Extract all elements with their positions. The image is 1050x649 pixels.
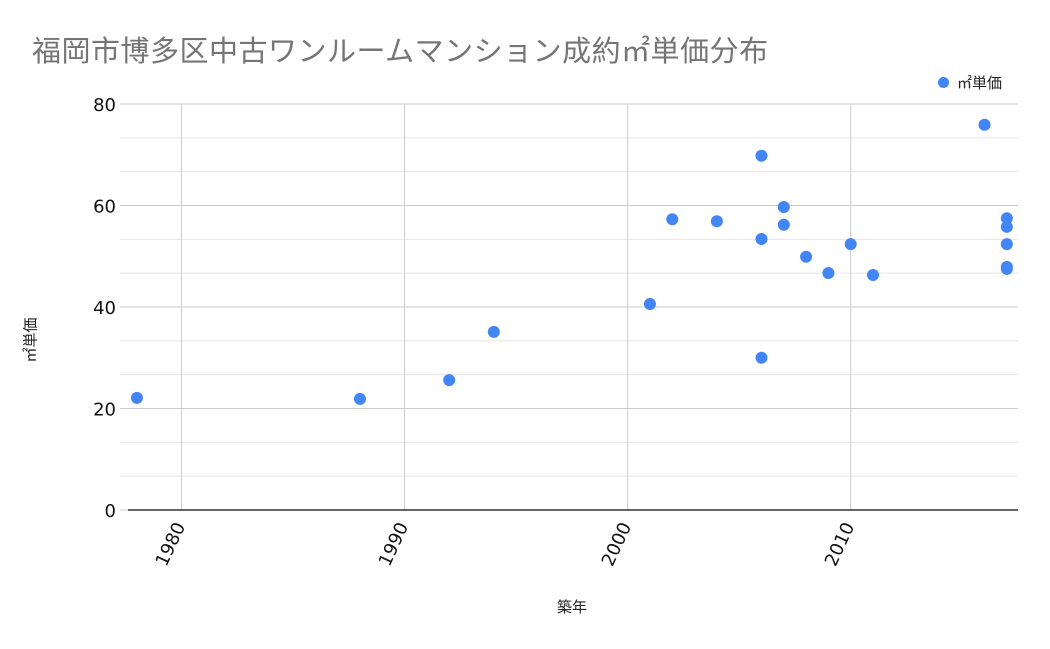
x-tick-label: 1990 xyxy=(375,519,413,569)
data-point xyxy=(1000,220,1013,233)
legend: ㎡単価 xyxy=(938,72,1002,93)
data-point xyxy=(867,269,880,282)
data-point xyxy=(353,392,366,405)
chart-title: 福岡市博多区中古ワンルームマンション成約㎡単価分布 xyxy=(32,34,769,68)
data-point xyxy=(710,215,723,228)
data-point xyxy=(1000,238,1013,251)
x-axis-label: 築年 xyxy=(556,598,588,616)
data-point xyxy=(978,118,991,131)
y-axis-ticks: 0 20 40 60 80 xyxy=(93,95,116,522)
data-point xyxy=(755,351,768,364)
legend-label: ㎡単価 xyxy=(957,74,1003,92)
data-points xyxy=(130,118,1013,405)
data-point xyxy=(755,149,768,162)
data-point xyxy=(130,391,143,404)
data-point xyxy=(643,297,656,310)
y-tick-label: 40 xyxy=(93,298,116,319)
data-point xyxy=(755,232,768,245)
y-tick-label: 60 xyxy=(93,197,116,218)
x-axis-ticks: 1980 1990 2000 2010 xyxy=(152,519,860,569)
data-point xyxy=(487,325,500,338)
gridlines xyxy=(120,103,1018,511)
data-point xyxy=(666,213,679,226)
x-tick-label: 1980 xyxy=(152,519,190,569)
data-point xyxy=(1000,262,1013,275)
legend-marker-icon xyxy=(938,77,949,88)
y-tick-label: 0 xyxy=(105,501,116,522)
y-tick-label: 80 xyxy=(93,95,116,116)
x-tick-label: 2000 xyxy=(598,519,636,569)
y-tick-label: 20 xyxy=(93,400,116,421)
data-point xyxy=(1000,212,1013,225)
data-point xyxy=(844,238,857,251)
data-point xyxy=(443,374,456,387)
data-point xyxy=(800,250,813,263)
data-point xyxy=(822,266,835,279)
data-point xyxy=(777,201,790,214)
data-point xyxy=(777,218,790,231)
x-tick-label: 2010 xyxy=(821,519,859,569)
